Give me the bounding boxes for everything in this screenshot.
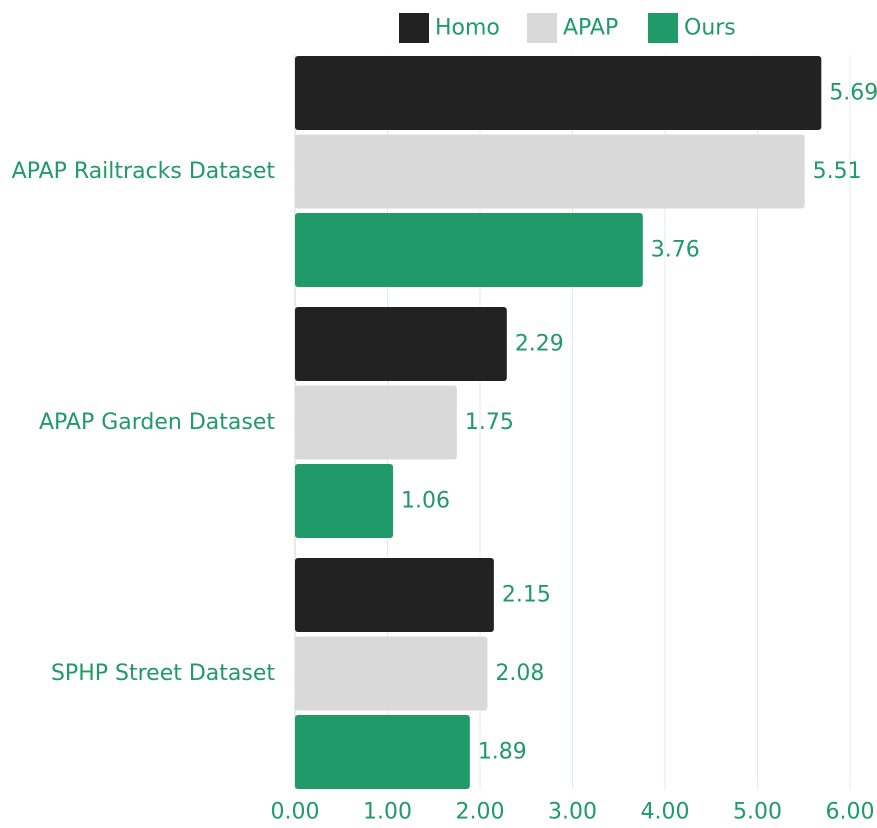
bar-ours — [295, 213, 643, 287]
bar-apap — [295, 134, 805, 209]
category-label: SPHP Street Dataset — [51, 661, 275, 686]
data-label: 2.29 — [515, 332, 564, 357]
x-tick-label: 4.00 — [641, 800, 690, 825]
data-label: 1.06 — [401, 489, 450, 514]
bar-homo — [295, 558, 494, 632]
legend-label: Ours — [684, 16, 736, 41]
bar-apap — [295, 385, 457, 460]
bar-ours — [295, 715, 470, 789]
category-label: APAP Railtracks Dataset — [12, 159, 276, 184]
data-label: 2.15 — [502, 583, 551, 608]
data-label: 1.75 — [465, 410, 514, 435]
bar-homo — [295, 56, 822, 130]
bar-apap — [295, 636, 488, 711]
legend-swatch-homo — [399, 13, 429, 43]
x-tick-label: 0.00 — [271, 800, 320, 825]
bar-homo — [295, 307, 507, 381]
x-tick-label: 6.00 — [826, 800, 875, 825]
legend-swatch-ours — [648, 13, 678, 43]
legend-label: Homo — [435, 16, 500, 41]
bar-ours — [295, 464, 394, 538]
data-label: 5.69 — [829, 81, 877, 106]
data-label: 3.76 — [651, 238, 700, 263]
legend-swatch-apap — [527, 13, 557, 43]
data-label: 1.89 — [478, 740, 527, 765]
legend-label: APAP — [563, 16, 618, 41]
x-tick-label: 1.00 — [363, 800, 412, 825]
x-tick-label: 3.00 — [548, 800, 597, 825]
category-label: APAP Garden Dataset — [39, 410, 275, 435]
data-label: 5.51 — [813, 159, 862, 184]
x-tick-label: 5.00 — [733, 800, 782, 825]
x-tick-label: 2.00 — [456, 800, 505, 825]
data-label: 2.08 — [495, 661, 544, 686]
